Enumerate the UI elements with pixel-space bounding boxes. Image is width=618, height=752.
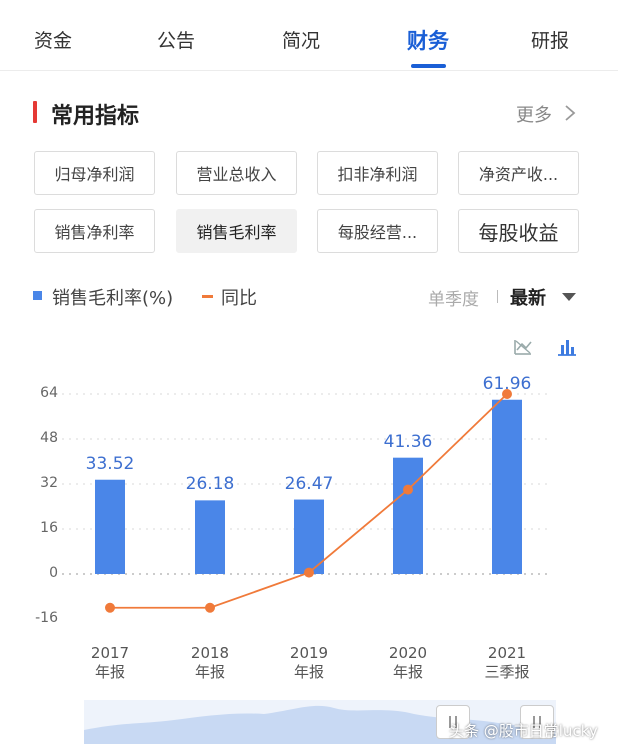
tab-bar: 资金 公告 简况 财务 研报 bbox=[0, 0, 618, 70]
chip-eps[interactable]: 每股收益 bbox=[458, 209, 579, 253]
range-slider-right-handle[interactable] bbox=[520, 705, 554, 739]
chip-roe[interactable]: 净资产收... bbox=[458, 151, 579, 195]
bar-chart-icon[interactable] bbox=[556, 337, 578, 357]
x-tick-label: 2020 年报 bbox=[368, 644, 448, 682]
caret-down-icon[interactable] bbox=[562, 293, 576, 301]
y-tick-label: 32 bbox=[40, 475, 58, 491]
more-link[interactable]: 更多 bbox=[516, 105, 552, 126]
x-tick-year: 2019 bbox=[289, 644, 329, 662]
x-tick-year: 2017 bbox=[90, 644, 130, 662]
legend-bar-label[interactable]: 销售毛利率(%) bbox=[52, 288, 174, 309]
chip-gross-margin[interactable]: 销售毛利率 bbox=[176, 209, 297, 253]
yoy-point-2017[interactable] bbox=[105, 602, 115, 613]
section-title: 常用指标 bbox=[51, 104, 140, 129]
legend-line-label[interactable]: 同比 bbox=[221, 288, 257, 309]
watermark: 头条 @股市日常lucky bbox=[449, 722, 598, 740]
period-quarterly-option[interactable]: 单季度 bbox=[428, 290, 479, 310]
line-chart-off-icon[interactable] bbox=[512, 337, 534, 357]
range-slider-left-handle[interactable] bbox=[436, 705, 470, 739]
y-tick-label: 64 bbox=[40, 385, 58, 401]
bar-2018[interactable] bbox=[195, 500, 225, 574]
x-tick-report: 年报 bbox=[194, 663, 225, 681]
x-tick-label: 2018 年报 bbox=[170, 644, 250, 682]
x-tick-report: 年报 bbox=[94, 663, 125, 681]
y-tick-label: 16 bbox=[40, 520, 58, 536]
chevron-right-icon[interactable] bbox=[563, 104, 577, 122]
yoy-point-2021[interactable] bbox=[502, 389, 512, 399]
bar-value-label: 26.47 bbox=[284, 473, 334, 494]
bar-2020[interactable] bbox=[393, 457, 423, 574]
chip-net-margin[interactable]: 销售净利率 bbox=[34, 209, 155, 253]
x-tick-year: 2020 bbox=[388, 644, 428, 662]
period-separator bbox=[497, 290, 498, 303]
yoy-point-2020[interactable] bbox=[403, 484, 413, 495]
bar-2019[interactable] bbox=[294, 499, 324, 574]
x-tick-label: 2019 年报 bbox=[269, 644, 349, 682]
section-accent-bar bbox=[33, 101, 37, 123]
bar-2021[interactable] bbox=[492, 399, 522, 574]
y-tick-label: 48 bbox=[40, 430, 58, 446]
chip-total-revenue[interactable]: 营业总收入 bbox=[176, 151, 297, 195]
x-tick-report: 年报 bbox=[293, 663, 324, 681]
bar-value-label: 41.36 bbox=[383, 431, 433, 452]
bar-2017[interactable] bbox=[95, 479, 125, 574]
chip-operating-cf-per-share[interactable]: 每股经营... bbox=[317, 209, 438, 253]
x-tick-year: 2018 bbox=[190, 644, 230, 662]
tab-overview[interactable]: 简况 bbox=[281, 30, 321, 52]
x-tick-report: 三季报 bbox=[484, 663, 530, 681]
bar-value-label: 33.52 bbox=[85, 453, 135, 474]
legend-bar-swatch bbox=[33, 291, 42, 300]
x-tick-label: 2017 年报 bbox=[70, 644, 150, 682]
y-tick-label: -16 bbox=[35, 610, 58, 626]
bar-value-label: 26.18 bbox=[185, 474, 235, 495]
x-tick-label: 2021 三季报 bbox=[467, 644, 547, 682]
x-tick-year: 2021 bbox=[487, 644, 527, 662]
tab-announcements[interactable]: 公告 bbox=[156, 30, 196, 52]
tab-funds[interactable]: 资金 bbox=[33, 30, 73, 52]
divider bbox=[0, 70, 618, 71]
chip-net-profit-deducted[interactable]: 扣非净利润 bbox=[317, 151, 438, 195]
x-tick-report: 年报 bbox=[392, 663, 423, 681]
yoy-point-2018[interactable] bbox=[205, 602, 215, 613]
legend-line-swatch bbox=[202, 295, 213, 298]
bar-value-label: 61.96 bbox=[482, 373, 532, 394]
active-tab-indicator bbox=[411, 64, 446, 68]
period-latest-option[interactable]: 最新 bbox=[510, 288, 546, 309]
yoy-point-2019[interactable] bbox=[304, 567, 314, 578]
tab-finance[interactable]: 财务 bbox=[407, 29, 449, 53]
tab-research[interactable]: 研报 bbox=[530, 30, 570, 52]
chip-net-profit-parent[interactable]: 归母净利润 bbox=[34, 151, 155, 195]
y-tick-label: 0 bbox=[49, 565, 58, 581]
gross-margin-chart bbox=[62, 389, 552, 613]
